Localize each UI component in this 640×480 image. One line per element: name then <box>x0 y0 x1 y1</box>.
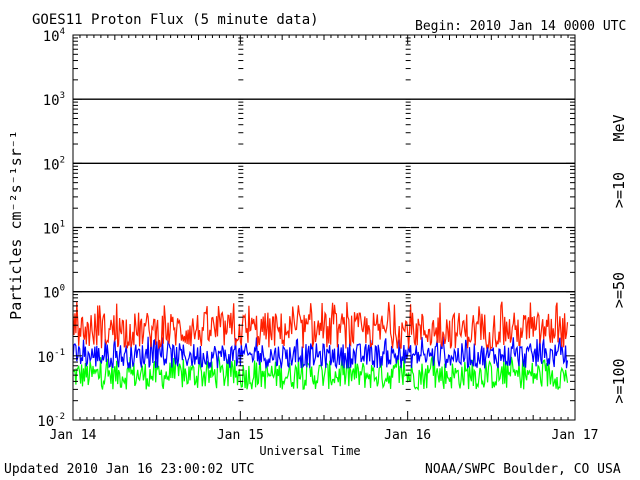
chart-title: GOES11 Proton Flux (5 minute data) <box>32 12 319 28</box>
credit-label: NOAA/SWPC Boulder, CO USA <box>425 462 621 477</box>
y-tick-label: 10-1 <box>37 348 65 366</box>
series-line-0 <box>72 301 569 351</box>
x-tick-label: Jan 17 <box>552 428 599 443</box>
x-tick-label: Jan 16 <box>384 428 431 443</box>
legend-series-ge50: >=50 <box>610 272 628 308</box>
y-tick-label: 102 <box>43 155 65 173</box>
series-line-2 <box>72 355 569 392</box>
updated-label: Updated 2010 Jan 16 23:00:02 UTC <box>4 462 254 477</box>
legend-series-ge10: >=10 <box>610 172 628 208</box>
legend-unit: MeV <box>610 114 628 141</box>
plot-area: 10-2 10-1 100 101 102 103 104 Jan 14 Jan 15 Jan 1… <box>37 27 598 443</box>
y-tick-label: 10-2 <box>37 412 65 430</box>
begin-label: Begin: 2010 Jan 14 0000 UTC <box>415 19 626 34</box>
y-tick-label: 103 <box>43 91 65 109</box>
x-tick-label: Jan 15 <box>217 428 264 443</box>
y-tick-label: 101 <box>43 220 65 238</box>
series-line-1 <box>72 336 569 370</box>
x-tick-label: Jan 14 <box>50 428 97 443</box>
legend-series-ge100: >=100 <box>610 358 628 403</box>
y-tick-label: 100 <box>43 284 65 302</box>
y-axis-label: Particles cm⁻²s⁻¹sr⁻¹ <box>7 130 25 320</box>
y-tick-label: 104 <box>43 27 65 45</box>
x-axis-label: Universal Time <box>259 444 360 458</box>
